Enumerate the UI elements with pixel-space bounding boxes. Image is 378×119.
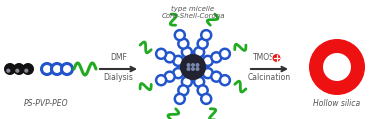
Circle shape (173, 68, 183, 78)
Circle shape (309, 39, 365, 95)
Circle shape (42, 64, 53, 74)
Circle shape (4, 63, 16, 75)
Circle shape (201, 94, 211, 104)
Text: PS-PVP-PEO: PS-PVP-PEO (24, 99, 68, 107)
Circle shape (323, 53, 351, 81)
Text: TMOS: TMOS (253, 54, 274, 62)
Circle shape (195, 63, 200, 67)
Circle shape (195, 67, 200, 71)
Circle shape (191, 67, 195, 71)
Circle shape (173, 56, 183, 66)
Circle shape (182, 47, 192, 57)
Circle shape (156, 75, 166, 85)
Circle shape (220, 75, 230, 85)
Circle shape (178, 39, 188, 49)
Circle shape (203, 68, 213, 78)
Circle shape (211, 72, 222, 82)
Circle shape (182, 77, 192, 87)
Circle shape (175, 94, 185, 104)
Circle shape (156, 49, 166, 59)
Text: DMF: DMF (110, 54, 127, 62)
Circle shape (165, 72, 175, 82)
Circle shape (51, 64, 62, 74)
Circle shape (178, 85, 188, 95)
Circle shape (15, 69, 19, 73)
Circle shape (180, 54, 206, 80)
Circle shape (272, 54, 281, 62)
Circle shape (6, 69, 11, 73)
Text: Core-Shell-Corona: Core-Shell-Corona (161, 13, 225, 19)
Circle shape (62, 64, 73, 74)
Circle shape (13, 63, 25, 75)
Circle shape (194, 77, 204, 87)
Circle shape (198, 85, 208, 95)
Circle shape (203, 56, 213, 66)
Circle shape (175, 30, 185, 40)
Circle shape (22, 63, 34, 75)
Circle shape (220, 49, 230, 59)
Circle shape (186, 67, 191, 71)
Text: Dialysis: Dialysis (104, 74, 133, 82)
Circle shape (186, 63, 191, 67)
Circle shape (191, 63, 195, 67)
Text: type micelle: type micelle (172, 6, 215, 12)
Circle shape (165, 52, 175, 62)
Circle shape (24, 69, 28, 73)
Circle shape (194, 47, 204, 57)
Circle shape (198, 39, 208, 49)
Text: Hollow silica: Hollow silica (313, 99, 361, 107)
Circle shape (211, 52, 222, 62)
Text: Calcination: Calcination (248, 74, 291, 82)
Circle shape (201, 30, 211, 40)
